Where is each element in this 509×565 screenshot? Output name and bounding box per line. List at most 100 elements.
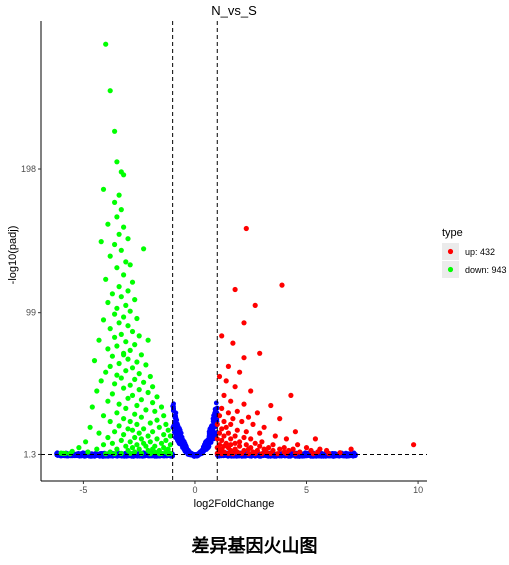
data-point-down	[107, 363, 113, 369]
data-point-up	[221, 433, 227, 439]
data-point-down	[132, 297, 138, 303]
y-axis-title: -log10(padj)	[7, 226, 19, 285]
data-point-no	[172, 419, 178, 425]
data-point-up	[232, 286, 238, 293]
data-point-down	[112, 128, 118, 134]
data-point-down	[127, 450, 133, 456]
data-point-up	[257, 443, 263, 449]
data-point-up	[248, 436, 254, 442]
data-point-down	[91, 358, 98, 364]
data-point-down	[94, 446, 100, 452]
data-point-down	[103, 369, 109, 375]
data-point-down	[161, 432, 167, 438]
data-point-up	[295, 442, 301, 448]
data-point-down	[136, 446, 142, 452]
legend-title: type	[442, 227, 463, 239]
data-point-up	[230, 451, 236, 457]
data-point-no	[182, 441, 188, 446]
data-point-down	[165, 427, 171, 433]
data-point-up	[252, 302, 258, 308]
data-point-up	[243, 429, 249, 435]
data-point-up	[310, 451, 316, 457]
data-point-down	[109, 291, 115, 297]
data-point-down	[147, 451, 153, 457]
data-point-up	[268, 450, 274, 456]
data-point-down	[121, 385, 127, 391]
data-point-up	[239, 450, 245, 456]
data-point-up	[223, 424, 229, 430]
data-point-down	[76, 445, 82, 451]
data-point-no	[173, 413, 179, 419]
data-point-down	[103, 276, 109, 282]
data-point-up	[221, 392, 227, 398]
data-point-down	[125, 395, 131, 401]
data-point-down	[121, 272, 127, 278]
data-point-down	[127, 308, 133, 314]
data-point-down	[121, 432, 127, 438]
data-point-up	[252, 440, 258, 446]
data-point-up	[274, 451, 281, 457]
data-point-down	[138, 352, 144, 358]
data-point-no	[91, 452, 96, 458]
data-point-no	[176, 431, 181, 436]
data-point-down	[134, 421, 140, 427]
data-point-up	[230, 416, 236, 422]
data-point-up	[237, 439, 243, 445]
data-point-up	[270, 442, 276, 448]
data-point-up	[228, 421, 234, 427]
data-point-down	[112, 451, 118, 457]
data-point-down	[136, 371, 142, 377]
data-point-down	[123, 302, 129, 308]
data-point-down	[62, 450, 69, 456]
volcano-plot: N_vs_S -5 0 5 10 1.3 99 198 log2FoldChange -lo…	[7, 3, 507, 510]
data-point-down	[132, 411, 138, 417]
data-point-down	[132, 434, 138, 441]
data-point-up	[245, 451, 252, 457]
data-point-down	[138, 450, 144, 456]
data-point-down	[112, 311, 118, 317]
legend-marker-up	[447, 248, 454, 255]
data-point-down	[145, 337, 151, 343]
data-point-down	[100, 442, 107, 448]
legend: type up: 432 down: 943	[442, 227, 507, 278]
data-point-down	[125, 288, 131, 294]
data-point-down	[161, 413, 167, 419]
data-point-down	[116, 192, 122, 198]
data-point-down	[134, 442, 140, 448]
data-point-down	[143, 443, 149, 449]
data-point-no	[175, 425, 181, 430]
data-point-up	[243, 225, 249, 232]
data-point-down	[109, 353, 115, 359]
data-point-down	[100, 186, 107, 192]
data-point-down	[132, 449, 138, 455]
data-point-no	[212, 412, 218, 418]
data-point-down	[107, 326, 113, 332]
data-point-up	[225, 410, 231, 416]
data-point-up	[272, 433, 278, 439]
data-point-up	[348, 446, 354, 452]
data-point-down	[156, 451, 162, 457]
data-point-down	[147, 439, 153, 445]
data-point-down	[123, 259, 129, 265]
data-point-no	[213, 400, 219, 406]
data-point-down	[96, 430, 102, 436]
data-point-no	[306, 452, 311, 458]
data-point-up	[216, 430, 223, 436]
data-point-up	[326, 450, 332, 456]
data-point-down	[105, 346, 111, 352]
data-point-up	[237, 369, 243, 375]
data-point-up	[257, 350, 263, 356]
data-point-no	[80, 451, 86, 457]
data-point-up	[266, 445, 272, 451]
data-point-down	[67, 451, 73, 457]
data-point-down	[134, 402, 140, 409]
data-point-up	[239, 418, 245, 425]
data-point-down	[127, 262, 133, 268]
data-point-down	[114, 159, 120, 165]
data-point-down	[163, 437, 169, 443]
chart-title: N_vs_S	[211, 3, 257, 18]
data-point-down	[103, 41, 109, 47]
data-point-up	[214, 421, 220, 427]
data-point-down	[105, 434, 111, 441]
data-point-down	[94, 388, 100, 394]
